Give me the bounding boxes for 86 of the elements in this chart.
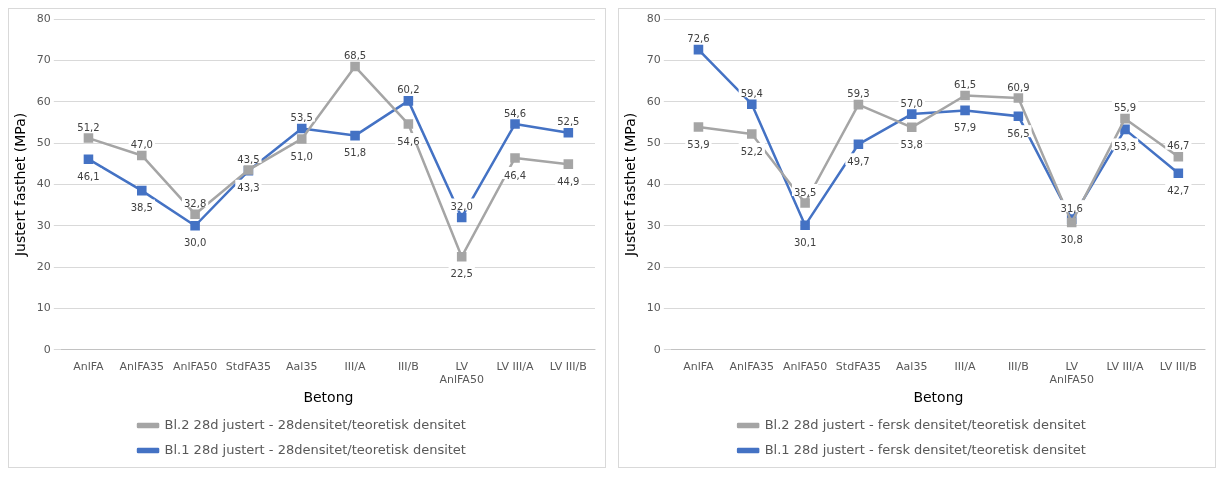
data-label: 57,9 [953,121,977,133]
data-label: 51,2 [77,121,100,133]
y-axis-title: Justert fasthet (MPa) [622,112,639,258]
y-tick-label: 60 [646,94,661,108]
x-tick-label: LV III/A [1106,360,1144,374]
y-tick-label: 0 [653,342,661,356]
y-tick-label: 20 [36,259,51,273]
x-tick-label: LV AnlFA50 [1049,360,1094,387]
data-label: 51,0 [290,150,313,162]
data-label: 49,7 [847,155,870,167]
data-label: 42,7 [1167,184,1190,196]
y-tick-label: 30 [36,218,51,232]
y-tick-label: 40 [646,177,661,191]
data-label: 52,2 [740,145,763,157]
x-tick-label: LV AnlFA50 [439,360,484,387]
data-label: 53,5 [290,112,313,124]
data-label: 54,6 [397,135,420,147]
data-label: 55,9 [1113,102,1137,114]
data-label: 72,6 [687,33,710,45]
y-tick-label: 70 [36,53,51,67]
x-tick-label: AnlFA [683,360,715,374]
x-tick-label: III/A [954,360,977,374]
y-tick-label: 80 [646,11,661,25]
x-tick-label: LV III/B [549,360,587,374]
data-label: 30,0 [183,237,207,249]
data-label: 53,3 [1113,141,1137,152]
x-tick-label: LV III/A [496,360,534,374]
x-tick-label: LV III/B [1159,360,1197,374]
data-label: 56,5 [1007,127,1030,139]
data-label: 32,8 [183,197,207,209]
x-tick-label: III/B [397,360,419,374]
legend-label: Bl.1 28d justert - fersk densitet/teoretisk densitet [764,441,1086,457]
data-label: 46,4 [503,169,527,181]
x-tick-label: AnlFA [73,360,105,374]
x-tick-label: StdFA35 [225,360,271,374]
x-tick-label: AnlFA35 [729,360,774,374]
data-label: 32,0 [450,201,473,213]
y-tick-label: 80 [36,11,51,25]
y-tick-label: 30 [646,218,661,232]
data-label: 44,9 [557,175,580,187]
data-label: 31,6 [1060,202,1083,214]
data-label: 60,2 [397,84,420,96]
data-label: 22,5 [450,268,473,280]
y-tick-label: 40 [36,177,51,191]
data-label: 38,5 [130,202,153,214]
data-label: 53,8 [900,138,923,150]
data-label: 61,5 [953,79,977,91]
data-label: 68,5 [343,50,367,62]
y-tick-label: 0 [43,342,51,356]
x-tick-label: Aal35 [896,360,928,374]
y-tick-label: 20 [646,259,661,273]
legend-label: Bl.2 28d justert - fersk densitet/teoretisk densitet [764,416,1086,432]
x-tick-label: III/A [344,360,367,374]
data-label: 59,3 [847,88,870,100]
y-tick-label: 70 [646,53,661,67]
data-label: 30,1 [793,236,817,248]
data-label: 52,5 [557,116,580,128]
x-tick-label: AnlFA50 [782,360,828,374]
x-tick-label: AnlFA35 [119,360,164,374]
y-tick-label: 60 [36,94,51,108]
x-tick-label: StdFA35 [835,360,881,374]
y-tick-label: 50 [646,135,661,149]
data-label: 46,7 [1167,140,1190,152]
y-axis-title: Justert fasthet (MPa) [12,112,29,258]
data-label: 46,1 [77,170,100,182]
data-label: 54,6 [503,107,527,119]
x-tick-label: AnlFA50 [172,360,218,374]
data-label: 53,9 [687,138,710,150]
legend-label: Bl.2 28d justert - 28densitet/teoretisk densitet [164,416,466,432]
x-tick-label: Aal35 [286,360,318,374]
y-tick-label: 10 [646,301,661,315]
data-label: 57,0 [900,97,923,109]
data-label: 30,8 [1060,234,1083,246]
x-tick-label: III/B [1007,360,1029,374]
data-label: 47,0 [130,139,153,151]
data-label: 43,3 [237,182,260,194]
x-axis-title: Betong [303,389,354,406]
data-label: 60,9 [1007,81,1030,93]
data-label: 51,8 [343,147,367,159]
x-axis-title: Betong [913,389,964,406]
data-label: 43,5 [237,153,260,165]
y-tick-label: 50 [36,135,51,149]
legend-label: Bl.1 28d justert - 28densitet/teoretisk densitet [164,441,466,457]
y-tick-label: 10 [36,301,51,315]
data-label: 59,4 [740,87,763,99]
data-label: 35,5 [793,186,817,198]
